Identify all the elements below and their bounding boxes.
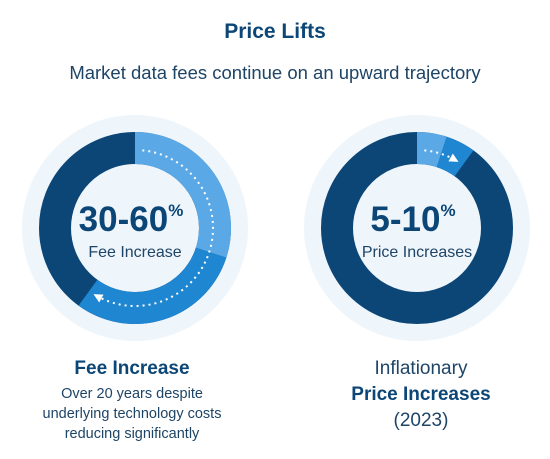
donut-center-unit: %	[168, 201, 183, 220]
donut-arrow-head	[448, 153, 459, 162]
fee-increase-donut-chart: 30-60% Fee Increase	[22, 115, 248, 341]
donut-center-value: 5-10%	[370, 200, 455, 239]
donut-center-value: 30-60%	[79, 200, 184, 239]
donut-center-unit: %	[440, 201, 455, 220]
caption-body: Over 20 years despite underlying technol…	[7, 384, 257, 444]
caption-intro: Inflationary	[374, 358, 468, 379]
caption-heading: Fee Increase	[74, 358, 190, 379]
price-increase-caption: Inflationary Price Increases (2023)	[296, 356, 546, 434]
caption-footer: (2023)	[393, 410, 449, 431]
price-increase-donut-chart: 5-10% Price Increases	[304, 115, 530, 341]
caption-line: underlying technology costs	[42, 406, 222, 422]
page-title: Price Lifts	[224, 20, 326, 43]
donut-arrow-head	[93, 294, 104, 303]
fee-increase-caption: Fee Increase Over 20 years despite under…	[7, 356, 257, 444]
donut-segment-light	[416, 132, 447, 168]
donut-arrow-arc	[96, 149, 214, 307]
page-subtitle: Market data fees continue on an upward t…	[69, 62, 481, 83]
caption-heading: Price Increases	[351, 384, 491, 405]
donut-center-label: Fee Increase	[88, 244, 181, 261]
caption-line: Over 20 years despite	[61, 386, 203, 402]
donut-segment-mid	[78, 247, 227, 324]
caption-line: reducing significantly	[64, 426, 200, 442]
donut-center-label: Price Increases	[362, 244, 472, 261]
donut-segment-light	[134, 132, 231, 258]
